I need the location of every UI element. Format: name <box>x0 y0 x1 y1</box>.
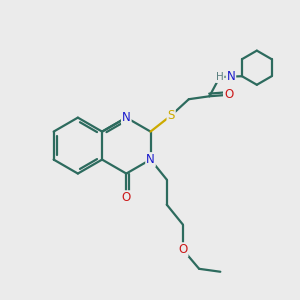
Text: H: H <box>216 72 224 82</box>
Text: S: S <box>167 109 175 122</box>
Text: N: N <box>226 70 235 83</box>
Text: N: N <box>146 153 155 166</box>
Text: O: O <box>178 243 188 256</box>
Text: O: O <box>224 88 233 101</box>
Text: N: N <box>122 111 131 124</box>
Text: O: O <box>122 191 131 204</box>
